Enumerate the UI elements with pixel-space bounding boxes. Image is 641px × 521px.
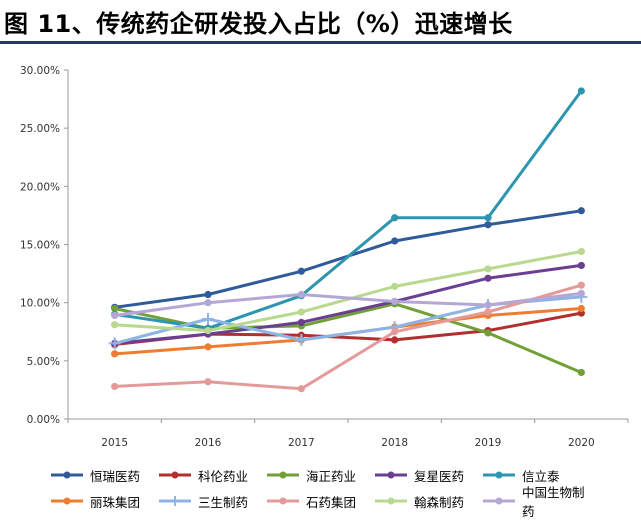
legend-item: 科伦药业 [158,466,266,485]
x-tick-label: 2017 [288,437,315,449]
data-point-4 [391,214,399,222]
y-tick-label: 5.00% [27,356,60,368]
data-point-2 [484,329,492,337]
data-point-8 [204,326,212,335]
data-point-7 [204,378,212,386]
x-tick-label: 2015 [101,437,128,449]
data-point-5 [204,343,212,351]
data-point-0 [297,267,305,275]
x-tick-label: 2020 [568,437,595,449]
title-underline [0,41,641,44]
data-point-2 [577,368,585,377]
legend-item: 三生制药 [158,492,266,511]
x-tick-label: 2016 [195,437,222,449]
series-line-3 [113,263,583,345]
legend-row: 丽珠集团 三生制药 石药集团 翰森制药 中国生物制药 [50,485,630,519]
series-line-7 [113,283,583,391]
data-point-7 [391,328,399,336]
series-line-9 [113,291,583,317]
legend-row: 恒瑞医药 科伦药业 海正药业 复星医药 信立泰 [50,462,630,488]
data-point-5 [111,350,119,358]
data-point-9 [111,311,119,320]
data-point-7 [111,382,119,391]
series-line-8 [113,250,583,333]
legend-swatch [483,497,515,505]
y-tick-label: 15.00% [20,240,60,252]
legend-swatch [375,471,407,479]
data-point-0 [484,221,492,229]
legend-item: 石药集团 [266,492,374,511]
legend-swatch [267,471,299,479]
data-point-9 [204,299,212,307]
legend-label: 科伦药业 [198,468,249,484]
y-tick-label: 10.00% [20,298,60,310]
legend-swatch [51,497,83,505]
data-point-7 [297,385,305,393]
legend-item: 恒瑞医药 [50,466,158,485]
data-point-1 [391,336,399,344]
data-point-9 [297,290,305,299]
legend-label: 恒瑞医药 [90,468,141,484]
data-point-0 [577,207,585,215]
legend-item: 翰森制药 [374,492,482,511]
legend-item: 复星医药 [374,466,482,485]
data-point-6 [295,333,308,346]
legend-item: 丽珠集团 [50,492,158,511]
data-point-7 [484,308,492,316]
data-point-9 [391,297,399,306]
data-point-8 [391,282,399,290]
legend-swatch [159,496,191,506]
series-line-0 [113,209,583,309]
legend-label: 石药集团 [306,494,357,510]
legend-swatch [159,471,191,479]
legend-label: 翰森制药 [414,494,465,510]
legend-label: 复星医药 [414,468,465,484]
legend-label: 信立泰 [522,468,560,484]
legend-label: 三生制药 [198,494,249,510]
x-tick-label: 2018 [381,437,408,449]
data-point-0 [204,290,212,299]
y-tick-label: 30.00% [20,65,60,77]
x-tick-label: 2019 [475,437,502,449]
legend-label: 丽珠集团 [90,494,141,510]
data-point-3 [297,318,305,327]
data-point-6 [202,312,214,325]
data-point-4 [577,87,585,95]
data-point-9 [484,301,492,309]
legend-swatch [267,497,299,505]
legend-label: 海正药业 [306,468,357,484]
data-point-8 [297,308,305,316]
legend-swatch [51,471,83,479]
legend-label: 中国生物制药 [522,485,585,519]
series-line-4 [113,89,583,330]
data-point-2 [111,304,119,313]
figure-title: 图 11、传统药企研发投入占比（%）迅速增长 [4,10,513,38]
data-point-6 [108,337,121,350]
legend-item: 信立泰 [482,466,590,485]
data-point-5 [577,304,585,313]
y-tick-label: 25.00% [20,123,60,135]
y-tick-label: 0.00% [27,414,60,426]
data-point-7 [577,281,585,289]
legend-swatch [375,497,407,505]
data-point-0 [391,237,399,245]
line-chart: 0.00% 5.00% 10.00% 15.00% 20.00% 25.00% 30.00%… [20,65,629,449]
data-point-9 [577,289,585,297]
chart-legend: 恒瑞医药 科伦药业 海正药业 复星医药 信立泰丽珠集团 三生制药 石药集团 翰森制药 中国生物制… [50,462,630,519]
data-point-4 [484,214,492,222]
data-point-3 [577,261,585,270]
y-tick-label: 20.00% [20,181,60,193]
legend-swatch [483,471,515,479]
legend-item: 中国生物制药 [482,482,590,520]
data-point-3 [484,274,492,282]
legend-item: 海正药业 [266,466,374,485]
data-point-8 [111,321,119,329]
data-point-8 [577,247,585,256]
data-point-8 [484,265,492,273]
